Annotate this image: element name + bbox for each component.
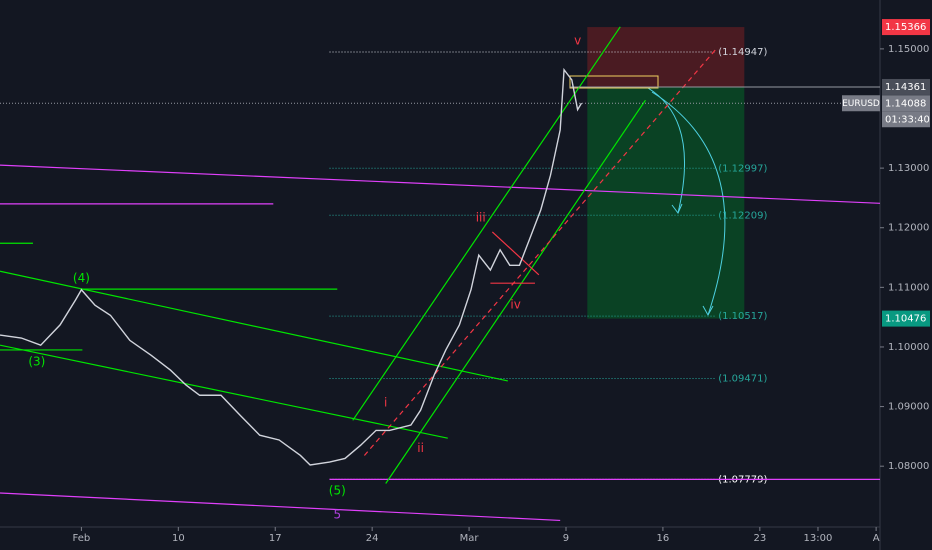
y-tick-label: 1.11000 bbox=[888, 282, 929, 293]
wave-label: 5 bbox=[333, 508, 341, 522]
x-tick-label: Feb bbox=[73, 533, 91, 544]
price-tag bbox=[882, 19, 930, 36]
trendline bbox=[0, 164, 881, 204]
wave-label: i bbox=[384, 396, 387, 410]
price-tag bbox=[882, 310, 930, 327]
x-tick-label: 10 bbox=[172, 533, 185, 544]
trendline bbox=[0, 344, 448, 439]
wave-label: (3) bbox=[28, 354, 45, 368]
symbol-tag bbox=[842, 95, 880, 112]
wave-label: iii bbox=[476, 211, 486, 225]
wave-label: v bbox=[574, 34, 581, 48]
x-tick-label: 9 bbox=[563, 533, 569, 544]
symbol-label: EURUSD bbox=[842, 99, 880, 109]
price-tag-label: 1.14088 bbox=[885, 98, 926, 109]
y-tick-label: 1.10000 bbox=[888, 342, 929, 353]
wave-label: (5) bbox=[329, 484, 346, 498]
price-tag-label: 1.14361 bbox=[885, 82, 926, 93]
x-tick-label: A bbox=[873, 533, 880, 544]
trendline bbox=[0, 492, 561, 522]
trendline bbox=[491, 231, 540, 276]
y-tick-label: 1.08000 bbox=[888, 461, 929, 472]
level-label: (1.09471) bbox=[718, 373, 767, 384]
trendline bbox=[352, 26, 621, 421]
price-line bbox=[0, 67, 583, 466]
x-tick-label: 13:00 bbox=[804, 533, 833, 544]
projection-arrow bbox=[651, 91, 726, 316]
countdown-bg bbox=[882, 111, 930, 128]
trendline bbox=[385, 99, 646, 484]
level-label: (1.12209) bbox=[718, 210, 767, 221]
x-tick-label: 24 bbox=[366, 533, 379, 544]
price-tag bbox=[882, 95, 930, 112]
arrow-head bbox=[702, 305, 714, 317]
price-tag-label: 1.15366 bbox=[885, 22, 926, 33]
x-tick-label: 17 bbox=[269, 533, 282, 544]
price-tag-label: 1.10476 bbox=[885, 314, 926, 325]
entry-box bbox=[569, 75, 659, 89]
level-label: (1.12997) bbox=[718, 163, 767, 174]
target-zone bbox=[587, 86, 745, 319]
arrow-head bbox=[671, 203, 683, 214]
y-tick-label: 1.12000 bbox=[888, 223, 929, 234]
level-label: (1.10517) bbox=[718, 311, 767, 322]
y-tick-label: 1.13000 bbox=[888, 163, 929, 174]
x-tick-label: 23 bbox=[753, 533, 766, 544]
wave-label: (4) bbox=[73, 271, 90, 285]
x-tick-label: Mar bbox=[460, 533, 480, 544]
wave-label: ii bbox=[417, 441, 424, 455]
price-tag bbox=[882, 78, 930, 95]
level-label: (1.14947) bbox=[718, 47, 767, 58]
wave-label: iv bbox=[510, 298, 520, 312]
y-tick-label: 1.09000 bbox=[888, 402, 929, 413]
x-tick-label: 16 bbox=[657, 533, 670, 544]
trendline bbox=[0, 270, 508, 382]
countdown: 01:33:40 bbox=[885, 114, 930, 125]
y-tick-label: 1.15000 bbox=[888, 44, 929, 55]
